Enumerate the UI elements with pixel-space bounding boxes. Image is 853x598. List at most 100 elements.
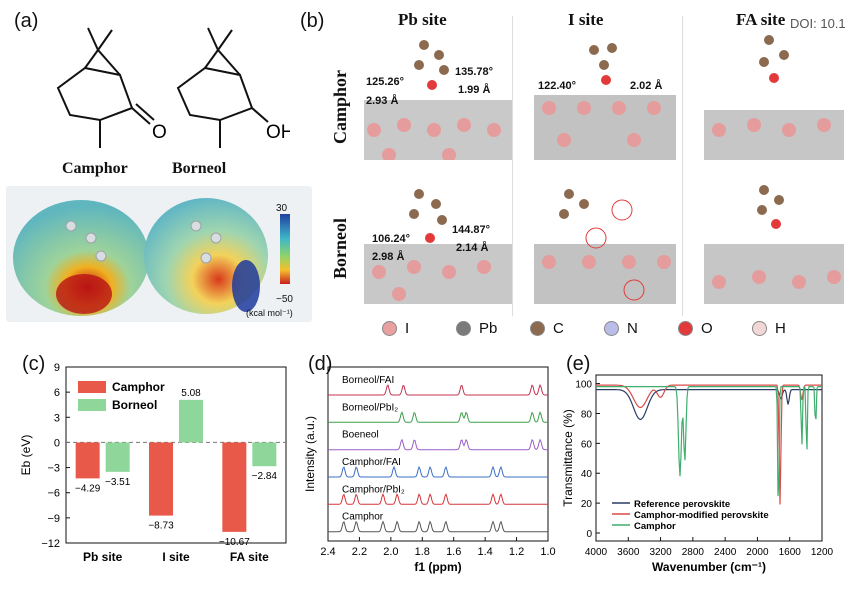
x-tick-label: 3600 bbox=[617, 547, 640, 558]
bar-value-label: −10.67 bbox=[219, 537, 250, 548]
element-legend-label: H bbox=[775, 320, 786, 337]
y-tick-label: −9 bbox=[47, 513, 60, 525]
bar bbox=[75, 442, 100, 479]
esp-max-label: 30 bbox=[276, 203, 288, 214]
x-tick-label: 2000 bbox=[746, 547, 769, 558]
distance-annotation: 2.02 Å bbox=[630, 80, 663, 92]
bar bbox=[179, 399, 203, 443]
x-tick-label: 2.2 bbox=[352, 546, 367, 558]
legend-swatch bbox=[78, 399, 106, 411]
borneol-label: Borneol bbox=[172, 160, 227, 177]
spectrum-trace bbox=[328, 520, 548, 533]
trace-label: Borneol/FAI bbox=[342, 375, 394, 386]
panel-d-label: (d) bbox=[308, 353, 333, 375]
column-divider bbox=[512, 16, 513, 316]
y-tick-label: −6 bbox=[47, 488, 60, 500]
ftir-trace bbox=[596, 384, 822, 505]
distance-annotation: 2.14 Å bbox=[456, 242, 489, 254]
panel-b-label: (b) bbox=[300, 10, 325, 32]
y-axis-label: Transmittance (%) bbox=[561, 409, 575, 507]
binding-energy-chart: 9 6 3 0 −3 −6 −9 −12 Eb (eV) Pb site −4.29 −3.51 I s… bbox=[19, 362, 287, 564]
legend-label: Camphor-modified perovskite bbox=[634, 510, 769, 521]
y-tick-label: 60 bbox=[581, 439, 593, 450]
bar bbox=[149, 442, 173, 516]
x-tick-label: 1600 bbox=[779, 547, 802, 558]
panel-e-label: (e) bbox=[566, 353, 591, 375]
trace-label: Borneol/PbI₂ bbox=[342, 402, 398, 413]
element-legend-label: N bbox=[627, 320, 638, 337]
row-label-borneol: Borneol bbox=[330, 218, 350, 279]
element-legend-label: C bbox=[553, 320, 564, 337]
bar-value-label: −4.29 bbox=[75, 483, 101, 494]
element-legend-item: N bbox=[604, 320, 638, 337]
borneol-pb-site-structure bbox=[364, 189, 512, 304]
element-legend: I Pb C N O H bbox=[382, 320, 822, 340]
bar bbox=[252, 442, 277, 467]
spectrum-trace bbox=[328, 438, 548, 451]
row-label-camphor: Camphor bbox=[330, 70, 350, 145]
column-divider bbox=[682, 16, 683, 316]
esp-unit-label: (kcal mol⁻¹) bbox=[246, 308, 293, 318]
element-legend-label: Pb bbox=[479, 320, 498, 337]
y-tick-label: −3 bbox=[47, 463, 60, 475]
x-tick-label: 1.0 bbox=[540, 546, 555, 558]
atom-ball-icon bbox=[678, 321, 693, 336]
bar-value-label: −3.51 bbox=[105, 477, 131, 488]
nmr-chart: 2.4 2.2 2.0 1.8 1.6 1.4 1.2 1.0 f1 (ppm) Intensit… bbox=[303, 366, 556, 574]
legend-label: Reference perovskite bbox=[634, 499, 730, 510]
y-tick-label: 40 bbox=[581, 469, 593, 480]
bar-value-label: −2.84 bbox=[252, 471, 278, 482]
legend-swatch bbox=[78, 381, 106, 393]
esp-map-panel bbox=[6, 186, 312, 322]
angle-annotation: 144.87° bbox=[452, 224, 491, 236]
distance-annotation: 2.98 Å bbox=[372, 251, 405, 263]
camphor-i-site-structure bbox=[534, 43, 676, 160]
element-legend-label: I bbox=[405, 320, 410, 337]
x-tick-label: 2.4 bbox=[320, 546, 335, 558]
camphor-borneol-structures: O OH bbox=[56, 27, 290, 148]
ftir-trace bbox=[596, 385, 822, 497]
trace-label: Camphor/PbI₂ bbox=[342, 484, 405, 495]
camphor-fa-site-structure bbox=[704, 35, 844, 160]
ftir-trace bbox=[596, 389, 822, 421]
legend-label: Camphor bbox=[112, 380, 165, 394]
x-tick-label: 1.4 bbox=[477, 546, 492, 558]
y-tick-label: 20 bbox=[581, 499, 593, 510]
angle-annotation: 135.78° bbox=[455, 66, 494, 78]
distance-annotation: 2.93 Å bbox=[366, 95, 399, 107]
hydroxyl-text: OH bbox=[266, 122, 290, 143]
esp-map bbox=[13, 198, 290, 316]
atom-ball-icon bbox=[752, 321, 767, 336]
angle-annotation: 125.26° bbox=[366, 76, 405, 88]
camphor-pb-site-structure bbox=[364, 40, 512, 160]
x-tick-label: FA site bbox=[230, 550, 269, 564]
y-tick-label: 0 bbox=[54, 437, 60, 449]
plot-frame bbox=[65, 366, 287, 544]
col-head-pb: Pb site bbox=[398, 10, 447, 29]
x-tick-label: 2400 bbox=[714, 547, 737, 558]
y-tick-label: 9 bbox=[54, 362, 60, 374]
y-axis-label: Intensity (a.u.) bbox=[303, 416, 317, 492]
spectrum-trace bbox=[328, 492, 548, 505]
trace-label: Camphor bbox=[342, 512, 384, 523]
bar bbox=[105, 442, 130, 472]
ketone-o-text: O bbox=[152, 122, 167, 143]
spectrum-trace bbox=[328, 383, 548, 396]
panel-c-label: (c) bbox=[22, 353, 46, 375]
element-legend-item: H bbox=[752, 320, 786, 337]
ftir-chart: 4000 3600 3200 2800 2400 2000 1600 1200 100 80 60 4… bbox=[561, 374, 834, 574]
x-tick-label: 3200 bbox=[649, 547, 672, 558]
bar bbox=[222, 442, 247, 532]
spectrum-trace bbox=[328, 411, 548, 423]
angle-annotation: 106.24° bbox=[372, 233, 411, 245]
x-tick-label: 1.6 bbox=[446, 546, 461, 558]
trace-label: Camphor/FAI bbox=[342, 457, 401, 468]
element-legend-item: O bbox=[678, 320, 713, 337]
legend-label: Camphor bbox=[634, 521, 676, 532]
trace-label: Boeneol bbox=[342, 430, 379, 441]
legend-label: Borneol bbox=[112, 398, 157, 412]
atom-ball-icon bbox=[604, 321, 619, 336]
camphor-label: Camphor bbox=[62, 160, 128, 177]
y-tick-label: −12 bbox=[41, 538, 60, 550]
panel-a-label: (a) bbox=[14, 10, 39, 32]
